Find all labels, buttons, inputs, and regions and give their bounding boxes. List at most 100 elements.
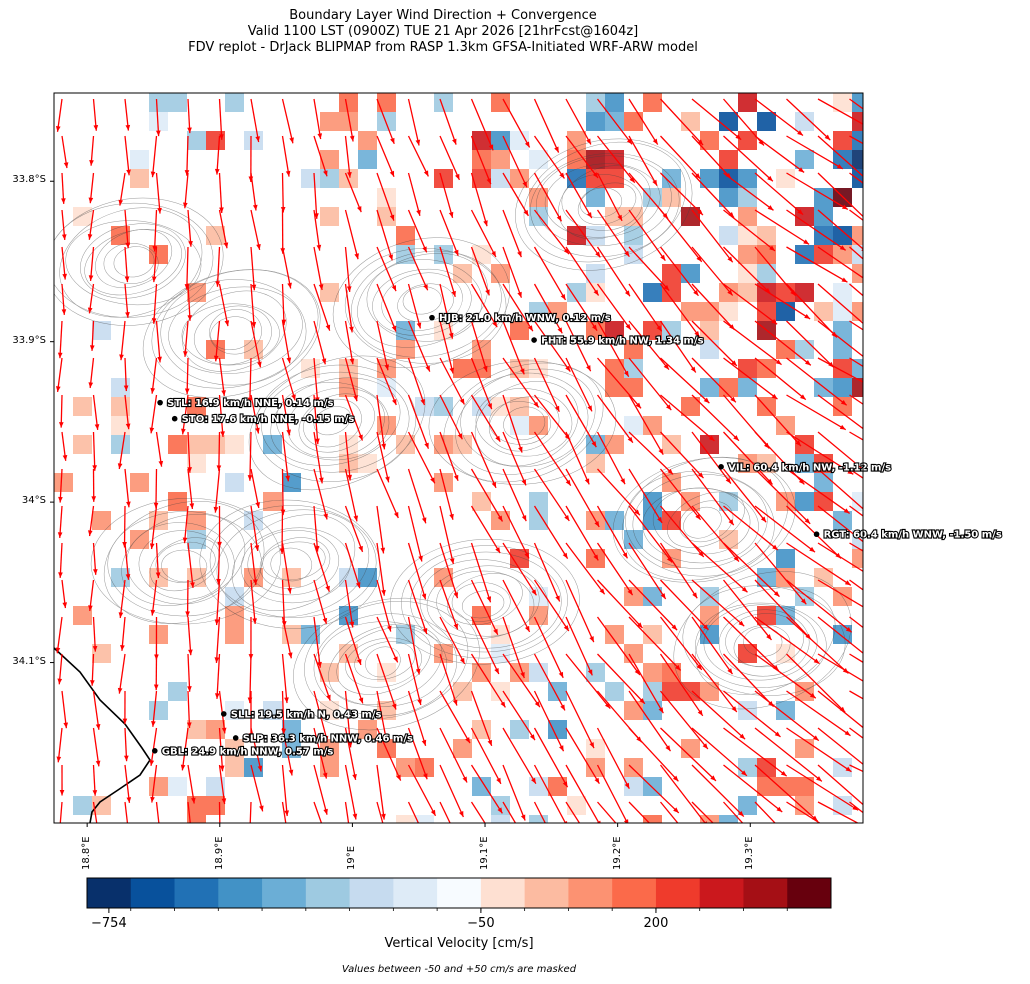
velocity-cell — [719, 226, 738, 245]
velocity-cell — [700, 321, 719, 340]
wind-arrow — [313, 764, 328, 815]
velocity-cell — [738, 188, 757, 207]
wind-arrow — [691, 394, 740, 442]
velocity-cell — [814, 473, 833, 492]
wind-arrow — [597, 468, 641, 516]
velocity-cell — [491, 131, 510, 150]
wind-arrow — [218, 727, 225, 772]
station-sll: SLL: 19.5 km/h N, 0.43 m/s — [220, 708, 383, 722]
velocity-cell — [130, 150, 149, 169]
velocity-cell — [852, 226, 863, 245]
velocity-cell — [624, 644, 643, 663]
wind-arrow — [754, 542, 807, 605]
wind-arrow — [376, 468, 399, 519]
wind-arrow — [376, 394, 387, 450]
velocity-cell — [852, 264, 863, 283]
terrain-contour — [351, 250, 502, 358]
velocity-cell — [586, 169, 605, 188]
wind-arrow — [786, 542, 852, 586]
velocity-cell — [529, 511, 548, 530]
wind-arrow — [376, 542, 386, 596]
wind-arrow — [313, 246, 324, 291]
velocity-cell — [339, 169, 358, 188]
wind-arrow — [407, 579, 428, 635]
wind-arrow — [151, 283, 158, 324]
terrain-contour — [240, 527, 351, 604]
terrain-contour — [54, 202, 214, 318]
velocity-cell — [662, 169, 681, 188]
velocity-cell — [339, 568, 358, 587]
wind-arrow — [281, 98, 294, 144]
velocity-cell — [282, 739, 301, 758]
station-label: STL: 16.9 km/h NNE, 0.14 m/s — [167, 398, 333, 409]
station-sto: STO: 17.6 km/h NNE, -0.15 m/s — [171, 413, 355, 426]
wind-arrow — [439, 764, 464, 818]
wind-arrow — [344, 209, 359, 260]
wind-arrow — [182, 172, 189, 209]
wind-arrow — [596, 431, 626, 485]
wind-arrow — [754, 690, 820, 742]
velocity-cell — [358, 150, 377, 169]
velocity-cell — [852, 93, 863, 112]
velocity-cell — [320, 207, 339, 226]
wind-arrow — [754, 98, 804, 137]
wind-arrow — [376, 320, 390, 371]
wind-arrow — [407, 246, 429, 291]
wind-arrow — [660, 98, 704, 146]
wind-arrow — [313, 320, 327, 365]
velocity-cell — [605, 207, 624, 226]
velocity-cell — [434, 169, 453, 188]
colorbar-swatch — [437, 878, 482, 908]
velocity-cell — [339, 606, 358, 625]
wind-arrow — [596, 320, 630, 378]
wind-arrow — [344, 98, 355, 142]
velocity-cell — [529, 416, 548, 435]
velocity-cell — [833, 321, 852, 340]
velocity-cell — [491, 150, 510, 169]
wind-arrow — [786, 801, 821, 823]
velocity-cell — [415, 758, 434, 777]
velocity-cell — [757, 302, 776, 321]
velocity-cell — [472, 245, 491, 264]
wind-arrow — [723, 764, 783, 813]
velocity-cell — [453, 739, 472, 758]
velocity-cell — [605, 359, 624, 378]
wind-arrow — [376, 727, 402, 781]
wind-arrow — [754, 468, 811, 525]
velocity-cell — [757, 777, 776, 796]
wind-arrow — [596, 394, 634, 444]
terrain-contour — [419, 559, 549, 649]
velocity-cell — [738, 454, 757, 473]
wind-arrow — [754, 172, 804, 216]
velocity-cell — [225, 587, 244, 606]
terrain-contour — [461, 590, 505, 619]
wind-arrow — [565, 320, 592, 372]
velocity-cell — [833, 378, 852, 397]
velocity-cell — [301, 359, 320, 378]
wind-arrow — [849, 209, 863, 221]
station-label: SLP: 36.3 km/h NNW, 0.46 m/s — [243, 733, 413, 744]
wind-arrow — [344, 246, 352, 292]
velocity-cell — [472, 492, 491, 511]
wind-arrow — [596, 505, 629, 559]
wind-arrow — [533, 431, 572, 487]
velocity-cell — [206, 435, 225, 454]
wind-arrow — [124, 542, 131, 580]
terrain-contour — [80, 223, 186, 299]
velocity-cell — [586, 663, 605, 682]
wind-arrow — [723, 320, 782, 366]
wind-arrow — [439, 505, 455, 565]
velocity-cell — [833, 302, 852, 321]
velocity-cell — [73, 435, 92, 454]
wind-arrow — [565, 801, 581, 823]
velocity-cell — [187, 815, 206, 823]
wind-arrow — [407, 505, 423, 562]
wind-arrow — [88, 172, 95, 204]
velocity-cell — [738, 131, 757, 150]
velocity-cell — [510, 549, 529, 568]
wind-arrow — [817, 542, 863, 572]
wind-arrow — [470, 135, 492, 185]
station-vil: VIL: 60.4 km/h NW, -1.12 m/s — [718, 461, 892, 474]
velocity-cell — [434, 435, 453, 454]
wind-arrow — [502, 135, 528, 188]
